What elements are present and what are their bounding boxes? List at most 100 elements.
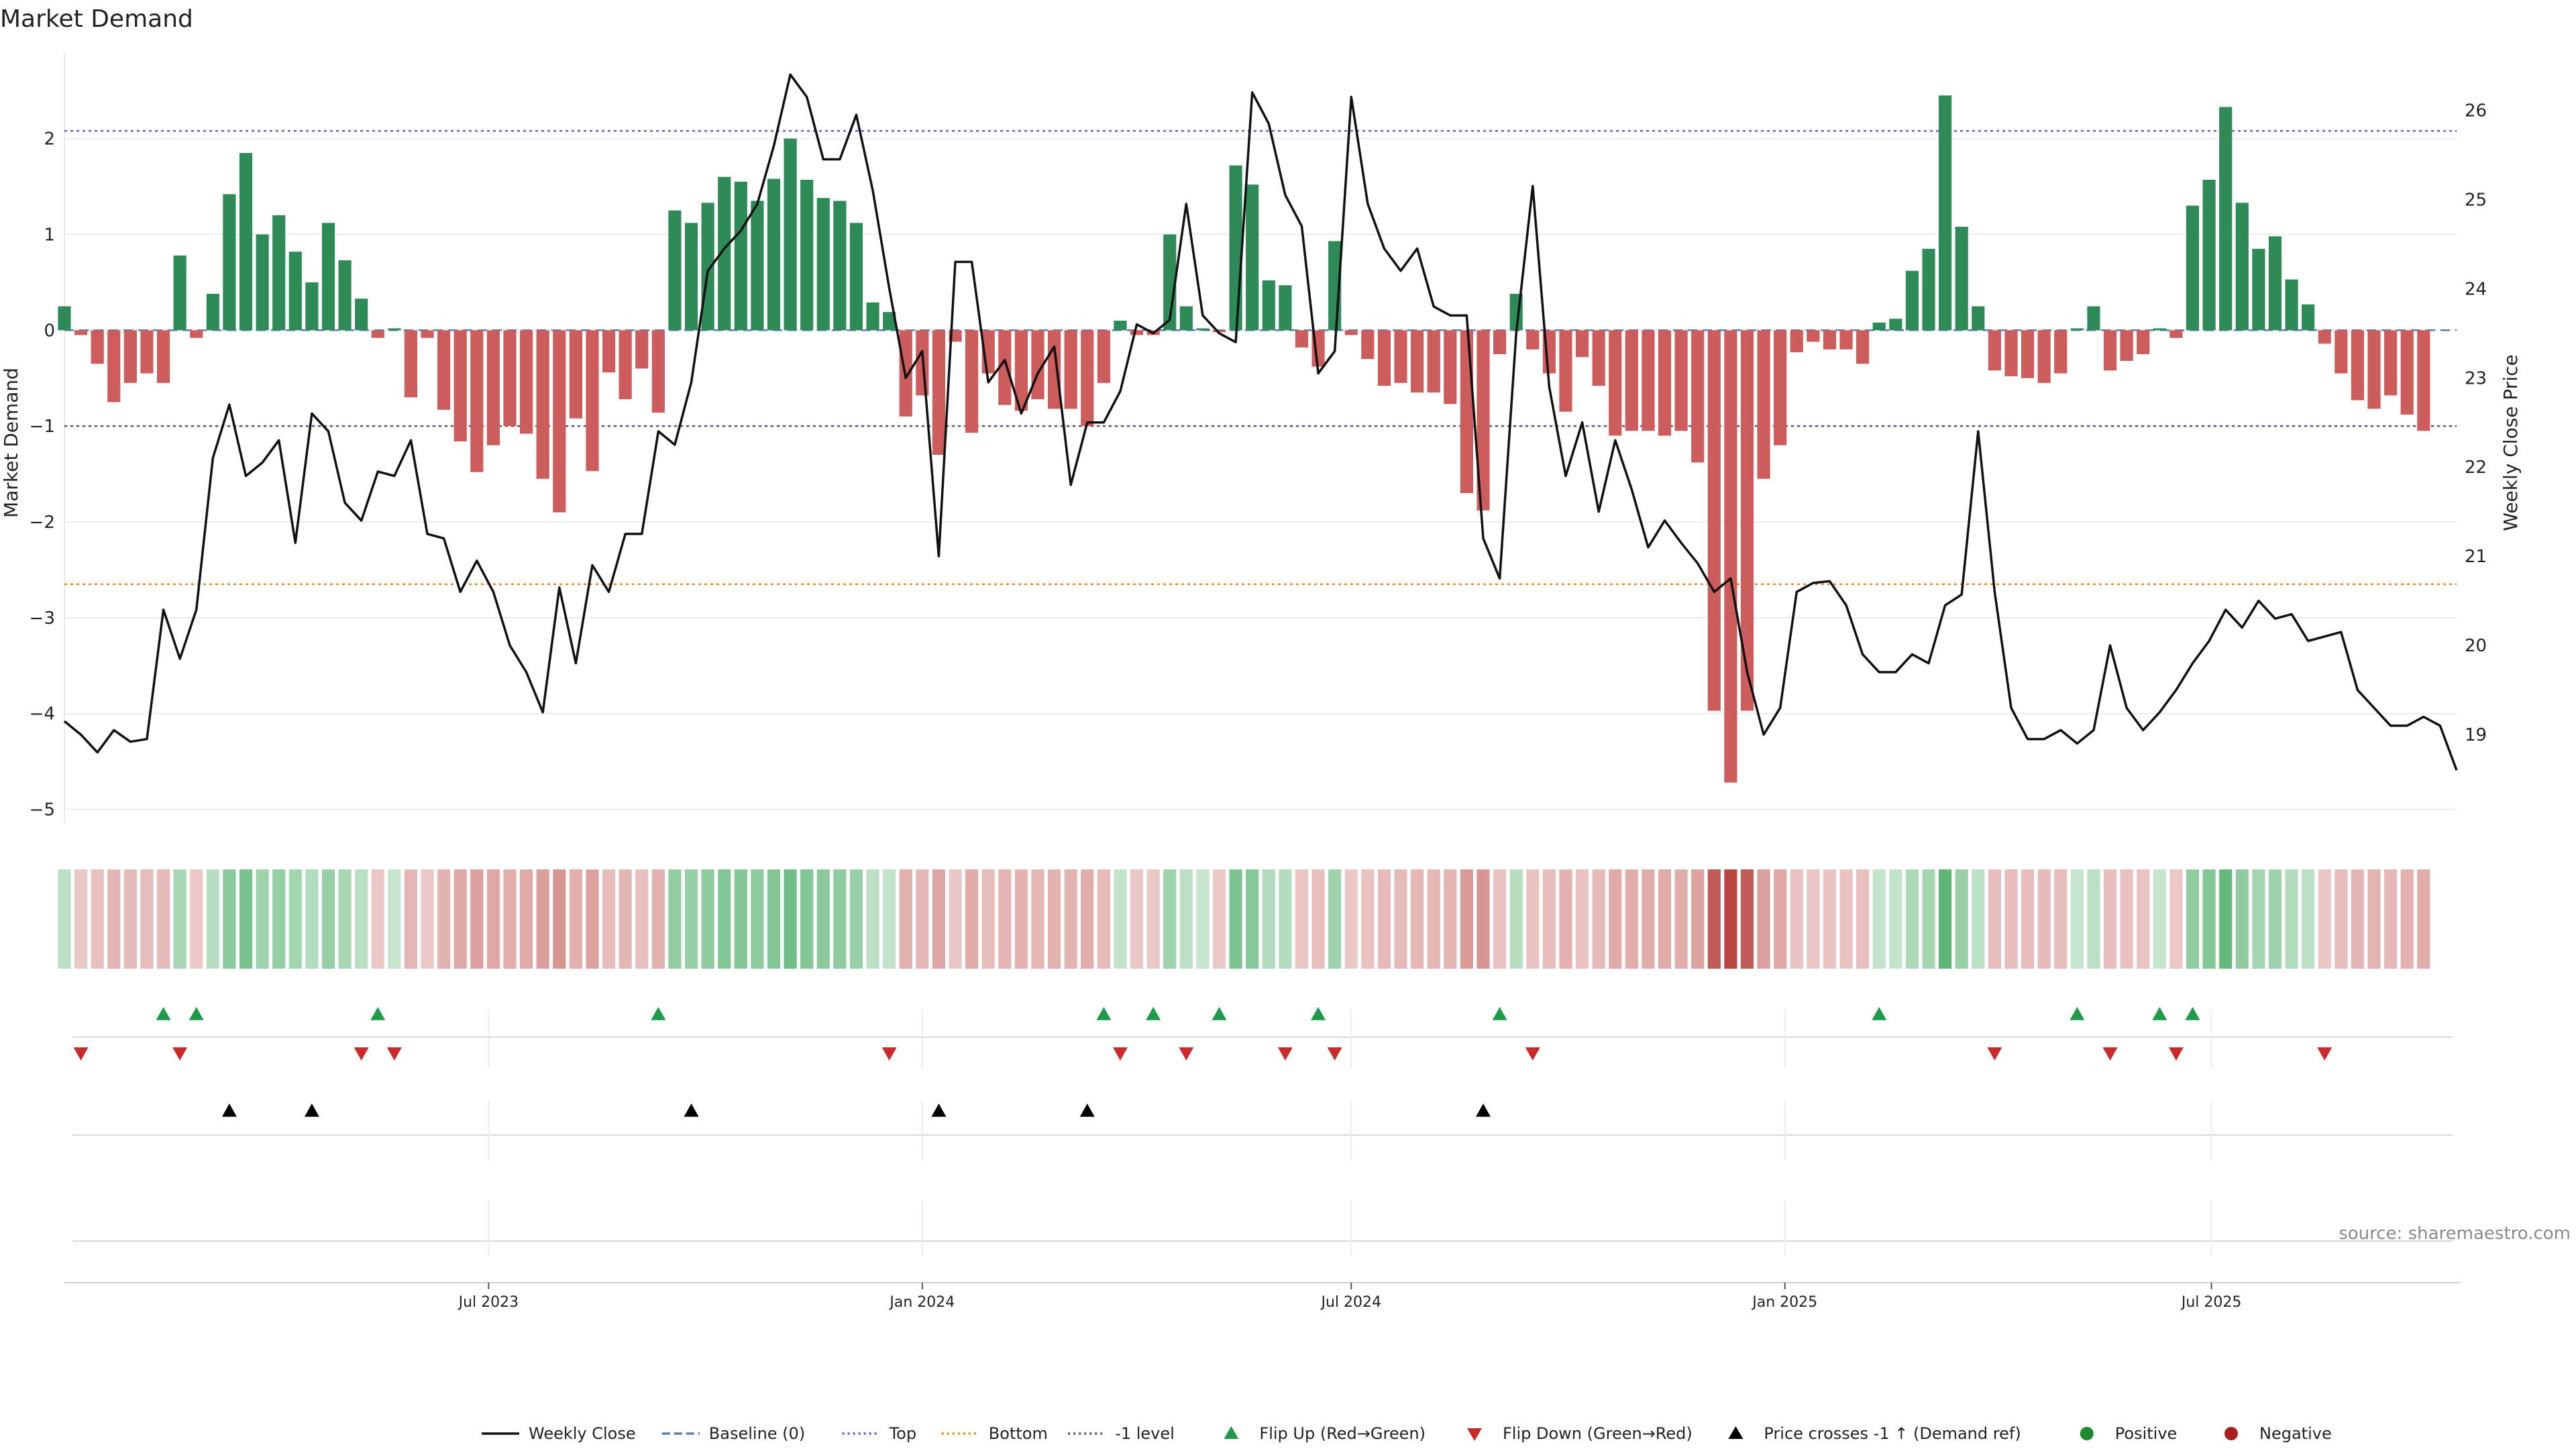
- y-tick-label: 0: [44, 321, 55, 341]
- weekly-close-series: [63, 73, 2458, 771]
- demand-bar: [2169, 330, 2183, 338]
- heat-cell: [1047, 869, 1061, 969]
- heat-cell: [2384, 869, 2398, 969]
- heat-cell: [1097, 869, 1110, 969]
- x-tick-label: Jul 2025: [2180, 1294, 2242, 1311]
- heat-cell: [2037, 869, 2051, 969]
- heat-cell: [536, 869, 549, 969]
- demand-bar: [965, 330, 979, 433]
- heat-cell: [569, 869, 582, 969]
- heat-cell: [932, 869, 946, 969]
- demand-heat-strip: [58, 869, 2430, 969]
- demand-bar: [1477, 330, 1490, 511]
- heat-cell: [2021, 869, 2035, 969]
- flip-up-marker: [156, 1007, 171, 1020]
- heat-cell: [916, 869, 929, 969]
- heat-cell: [1542, 869, 1556, 969]
- flip-down-marker: [1987, 1047, 2002, 1061]
- y2-tick-label: 24: [2465, 279, 2487, 299]
- heat-cell: [816, 869, 830, 969]
- demand-bar: [1790, 330, 1803, 353]
- demand-bar: [602, 330, 616, 373]
- x-tick-label: Jan 2025: [1751, 1294, 1817, 1311]
- demand-bar: [1229, 165, 1242, 331]
- y2-tick-label: 19: [2465, 725, 2487, 745]
- demand-bar: [800, 180, 814, 331]
- right-axis-ticks: 26 25 24 23 22 21 20 19: [2465, 101, 2487, 745]
- demand-bar: [1674, 330, 1688, 431]
- legend-swatch: [1224, 1426, 1239, 1439]
- heat-cell: [619, 869, 632, 969]
- demand-bar: [2004, 330, 2018, 376]
- heat-cell: [404, 869, 418, 969]
- flip-up-marker: [2152, 1007, 2167, 1020]
- demand-bar: [486, 330, 500, 445]
- flip-down-marker: [2102, 1047, 2118, 1061]
- heat-cell: [1674, 869, 1688, 969]
- demand-bar: [239, 153, 253, 331]
- heat-cell: [965, 869, 979, 969]
- demand-bar: [91, 330, 104, 364]
- heat-cell: [520, 869, 533, 969]
- demand-bar: [1014, 330, 1028, 411]
- demand-bar: [2417, 330, 2430, 431]
- heat-cell: [1179, 869, 1193, 969]
- heat-cell: [1592, 869, 1605, 969]
- x-axis-ticks: Jul 2023 Jan 2024 Jul 2024 Jan 2025 Jul 2025: [64, 1282, 2461, 1311]
- heat-cell: [1724, 869, 1737, 969]
- flip-down-marker: [1179, 1047, 1194, 1061]
- heat-cell: [2054, 869, 2068, 969]
- heat-cell: [1163, 869, 1177, 969]
- heat-cell: [2334, 869, 2348, 969]
- y2-tick-label: 26: [2465, 101, 2487, 121]
- heat-cell: [371, 869, 384, 969]
- demand-bar: [883, 312, 896, 331]
- heat-cell: [2285, 869, 2298, 969]
- heat-cell: [388, 869, 401, 969]
- demand-bar: [140, 330, 154, 374]
- heat-cell: [1279, 869, 1292, 969]
- y2-axis-label: Weekly Close Price: [2500, 354, 2522, 531]
- heat-cell: [2417, 869, 2430, 969]
- demand-bar: [1856, 330, 1870, 364]
- demand-bar: [2186, 205, 2200, 331]
- heat-cell: [651, 869, 665, 969]
- demand-bar: [2202, 180, 2216, 331]
- demand-bar: [1592, 330, 1605, 386]
- demand-bar: [338, 260, 352, 331]
- heat-cell: [2367, 869, 2381, 969]
- heat-cell: [2268, 869, 2282, 969]
- heat-cell: [949, 869, 962, 969]
- flip-up-marker: [1146, 1007, 1161, 1020]
- heat-cell: [2087, 869, 2100, 969]
- demand-bar: [816, 198, 830, 331]
- heat-cell: [206, 869, 219, 969]
- demand-bar: [2400, 330, 2414, 415]
- demand-bar: [734, 181, 747, 331]
- chart-title: Market Demand: [0, 5, 193, 33]
- demand-bar: [1411, 330, 1424, 393]
- flip-up-marker: [1872, 1007, 1887, 1020]
- demand-bar: [58, 306, 71, 331]
- demand-bar: [2070, 328, 2084, 331]
- demand-bar: [272, 215, 286, 331]
- demand-bar: [1427, 330, 1440, 393]
- demand-bar: [1179, 306, 1193, 331]
- heat-cell: [2137, 869, 2150, 969]
- heat-cell: [635, 869, 649, 969]
- flip-down-marker: [2317, 1047, 2332, 1061]
- demand-bar: [520, 330, 533, 434]
- heat-cell: [1922, 869, 1935, 969]
- demand-bar: [1262, 280, 1275, 331]
- demand-bar: [1939, 95, 1952, 331]
- heat-cell: [1328, 869, 1342, 969]
- demand-bar: [2153, 328, 2166, 331]
- demand-bar: [355, 299, 368, 331]
- demand-bar: [1246, 184, 1259, 331]
- heat-cell: [1081, 869, 1094, 969]
- demand-bar: [2137, 330, 2150, 354]
- demand-bar: [1740, 330, 1754, 711]
- legend-label: Price crosses -1 ↑ (Demand ref): [1764, 1424, 2021, 1443]
- demand-bar: [503, 330, 517, 427]
